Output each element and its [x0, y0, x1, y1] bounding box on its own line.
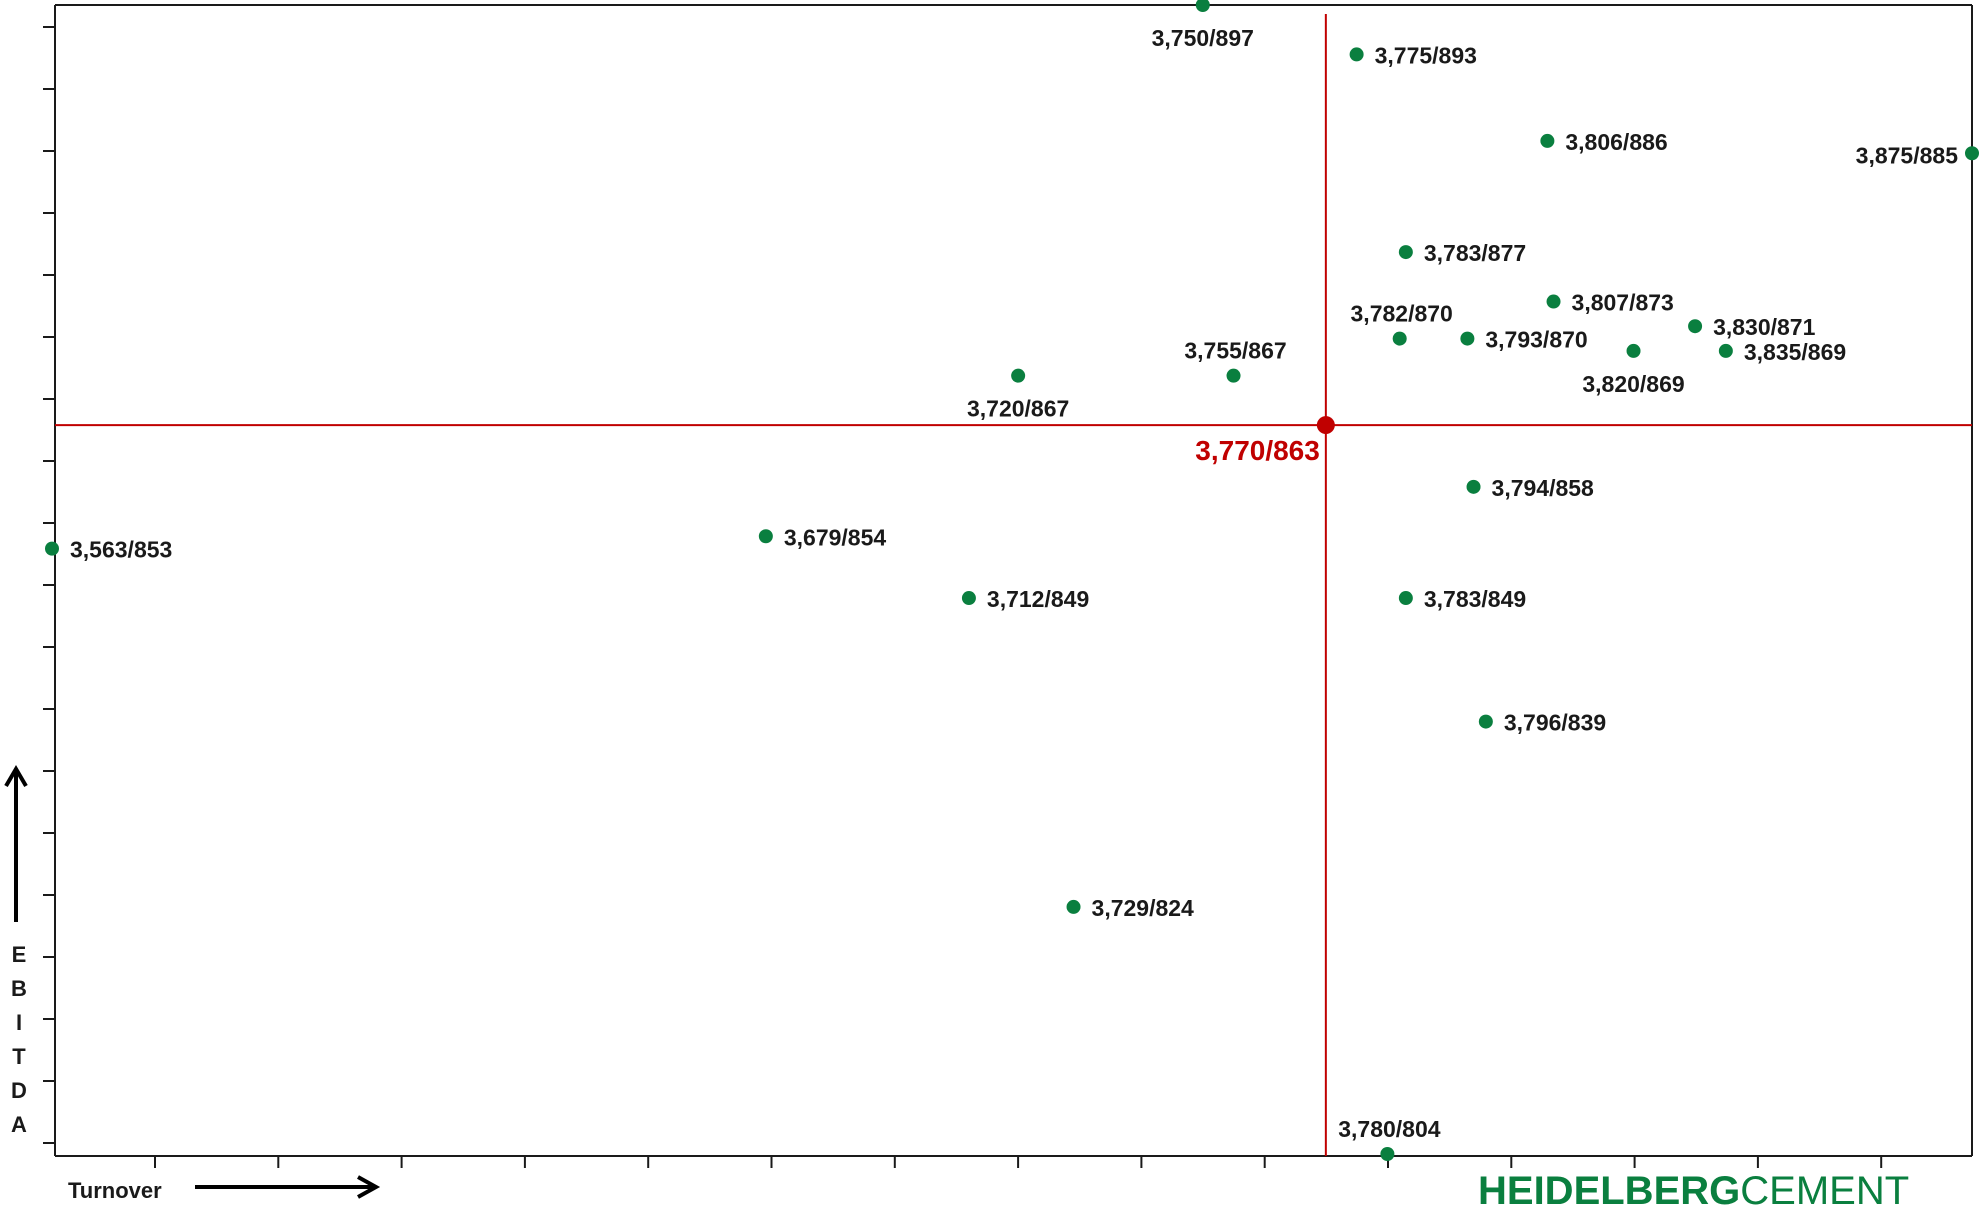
- data-label: 3,830/871: [1713, 314, 1816, 340]
- right-arrow-icon: [195, 1175, 381, 1199]
- data-label: 3,563/853: [70, 537, 172, 563]
- svg-text:HEIDELBERGCEMENT: HEIDELBERGCEMENT: [1478, 1169, 1909, 1206]
- data-label: 3,796/839: [1504, 710, 1606, 736]
- data-label: 3,679/854: [784, 524, 887, 550]
- data-point: [1478, 714, 1493, 729]
- data-label: 3,794/858: [1492, 475, 1595, 501]
- data-label: 3,835/869: [1744, 339, 1846, 365]
- data-label: 3,875/885: [1856, 142, 1959, 168]
- y-axis-letter: E: [12, 942, 27, 967]
- data-label: 3,780/804: [1338, 1116, 1441, 1142]
- consensus-label: 3,770/863: [1195, 435, 1320, 466]
- data-label: 3,820/869: [1582, 371, 1684, 397]
- consensus-point: [1316, 416, 1335, 435]
- data-point: [1718, 343, 1733, 358]
- up-arrow-icon: [4, 765, 28, 922]
- y-axis-letter: D: [11, 1078, 27, 1103]
- data-point: [1540, 133, 1555, 148]
- data-point: [1392, 331, 1407, 346]
- data-label: 3,783/849: [1424, 586, 1526, 612]
- x-axis-label: Turnover: [68, 1178, 162, 1203]
- y-axis-letter: B: [11, 976, 27, 1001]
- data-point: [1066, 899, 1081, 914]
- data-point: [1546, 294, 1561, 309]
- data-label: 3,806/886: [1565, 129, 1667, 155]
- data-point: [1688, 319, 1703, 334]
- data-label: 3,775/893: [1375, 42, 1477, 68]
- data-point: [961, 591, 976, 606]
- heidelbergcement-logo: HEIDELBERGCEMENT: [1478, 1169, 1909, 1206]
- data-label: 3,807/873: [1572, 290, 1674, 316]
- data-point: [1398, 245, 1413, 260]
- data-label: 3,755/867: [1184, 338, 1286, 364]
- y-axis-letter: T: [12, 1044, 26, 1069]
- data-point: [1460, 331, 1475, 346]
- data-point: [1466, 479, 1481, 494]
- data-label: 3,712/849: [987, 586, 1089, 612]
- data-label: 3,729/824: [1092, 895, 1195, 921]
- data-label: 3,793/870: [1485, 327, 1587, 353]
- data-point: [1626, 343, 1641, 358]
- data-point: [1195, 0, 1210, 12]
- data-point: [1226, 368, 1241, 383]
- data-point: [1398, 591, 1413, 606]
- data-label: 3,720/867: [967, 396, 1069, 422]
- data-label: 3,783/877: [1424, 240, 1526, 266]
- y-axis-letter: A: [11, 1112, 27, 1137]
- y-axis-letter: I: [16, 1010, 22, 1035]
- data-point: [1380, 1147, 1395, 1161]
- logo-light-text: CEMENT: [1740, 1169, 1909, 1206]
- data-label: 3,782/870: [1351, 301, 1453, 327]
- data-point: [1965, 146, 1979, 161]
- data-point: [1349, 47, 1364, 62]
- data-point: [1011, 368, 1026, 383]
- data-point: [758, 529, 773, 544]
- data-point: [45, 541, 59, 556]
- logo-bold-text: HEIDELBERG: [1478, 1169, 1740, 1206]
- data-label: 3,750/897: [1152, 25, 1254, 51]
